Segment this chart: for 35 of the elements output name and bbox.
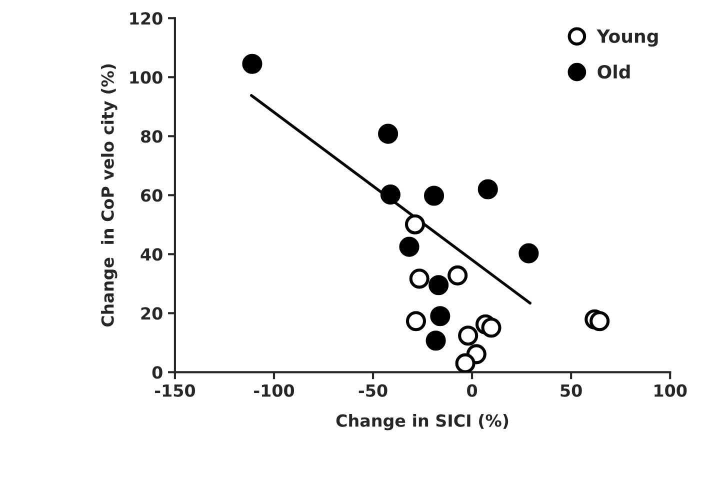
legend-label: Young <box>596 30 658 47</box>
point <box>406 311 426 332</box>
x-axis-title: Change in SICI (%) <box>336 414 508 430</box>
x-tick-label: 0 <box>467 384 478 397</box>
y-tick-label: 40 <box>140 248 162 261</box>
point <box>458 326 478 346</box>
x-tick-label: -100 <box>254 384 294 397</box>
point <box>426 330 446 351</box>
point <box>448 265 468 286</box>
point <box>455 353 476 372</box>
point <box>404 214 426 234</box>
x-tick-label: -150 <box>155 384 196 397</box>
y-tick-label: 80 <box>140 130 162 143</box>
y-tick-label: 60 <box>141 189 162 202</box>
y-tick-label: 20 <box>141 307 162 320</box>
legend-label: Old <box>598 64 630 79</box>
point <box>518 243 539 264</box>
point <box>478 179 498 200</box>
y-tick-label: 120 <box>130 12 162 25</box>
y-axis-title: Change in CoP velo city (%) <box>101 64 118 327</box>
point <box>378 124 398 144</box>
point <box>380 184 400 205</box>
point <box>590 311 610 332</box>
x-tick-label: -50 <box>358 384 388 397</box>
point <box>430 306 450 326</box>
y-tick-label: 0 <box>152 366 162 379</box>
y-tick-label: 100 <box>130 71 162 84</box>
point <box>409 268 430 289</box>
x-tick-label: 50 <box>560 384 582 397</box>
point <box>481 318 502 338</box>
point <box>399 236 420 257</box>
point <box>242 54 262 74</box>
point <box>424 186 444 206</box>
point <box>428 275 449 296</box>
x-tick-label: 100 <box>654 384 687 397</box>
